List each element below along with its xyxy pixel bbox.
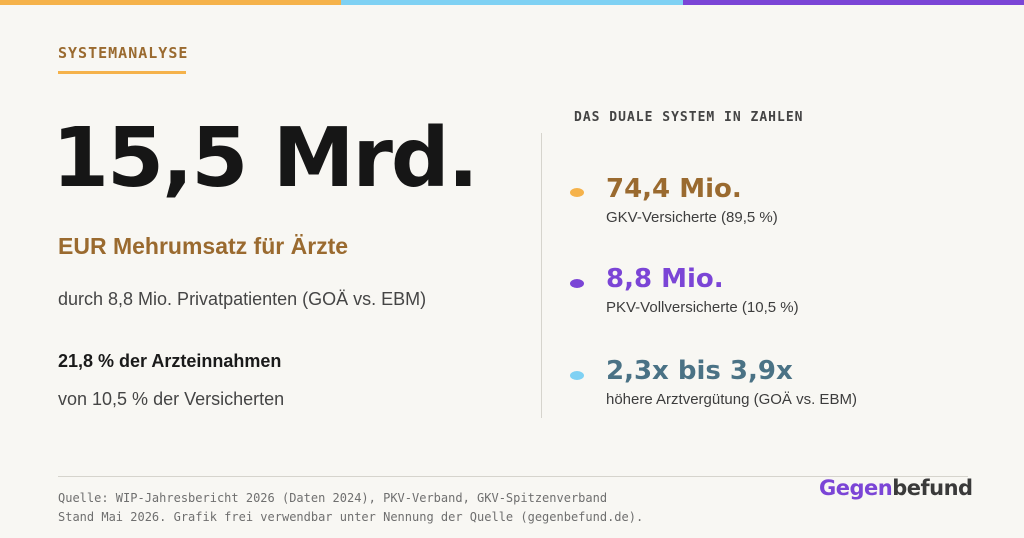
- stat-value: 8,8 Mio.: [606, 264, 724, 294]
- kicker-label: SYSTEMANALYSE: [58, 44, 189, 62]
- top-color-bar: [0, 0, 1024, 5]
- orange-dot-icon: [570, 188, 584, 197]
- stat-label: GKV-Versicherte (89,5 %): [606, 209, 778, 226]
- top-bar-blue-segment: [341, 0, 683, 5]
- brand-logo: Gegenbefund: [819, 476, 973, 500]
- footer-divider: [58, 476, 968, 477]
- headline-description: durch 8,8 Mio. Privatpatienten (GOÄ vs. …: [58, 289, 427, 309]
- headline-value: 15,5 Mrd.: [52, 111, 479, 206]
- logo-part-2: befund: [892, 476, 973, 500]
- source-line-1: Quelle: WIP-Jahresbericht 2026 (Daten 20…: [58, 491, 608, 505]
- source-line-2: Stand Mai 2026. Grafik frei verwendbar u…: [58, 510, 644, 524]
- kicker-underline: [58, 71, 186, 74]
- top-bar-purple-segment: [682, 0, 1024, 5]
- panel-title: DAS DUALE SYSTEM IN ZAHLEN: [574, 110, 804, 125]
- share-description: von 10,5 % der Versicherten: [58, 389, 285, 409]
- headline-subtitle: EUR Mehrumsatz für Ärzte: [58, 233, 349, 259]
- logo-part-1: Gegen: [819, 476, 893, 500]
- share-strong-text: 21,8 % der Arzteinnahmen: [58, 351, 282, 371]
- stat-label: höhere Arztvergütung (GOÄ vs. EBM): [606, 391, 857, 408]
- stat-label: PKV-Vollversicherte (10,5 %): [606, 299, 799, 316]
- blue-dot-icon: [570, 371, 584, 380]
- vertical-divider: [541, 133, 542, 418]
- stat-value: 74,4 Mio.: [606, 174, 742, 204]
- stat-value: 2,3x bis 3,9x: [606, 356, 793, 386]
- top-bar-orange-segment: [0, 0, 342, 5]
- source-note: Quelle: WIP-Jahresbericht 2026 (Daten 20…: [58, 489, 643, 527]
- purple-dot-icon: [570, 279, 584, 288]
